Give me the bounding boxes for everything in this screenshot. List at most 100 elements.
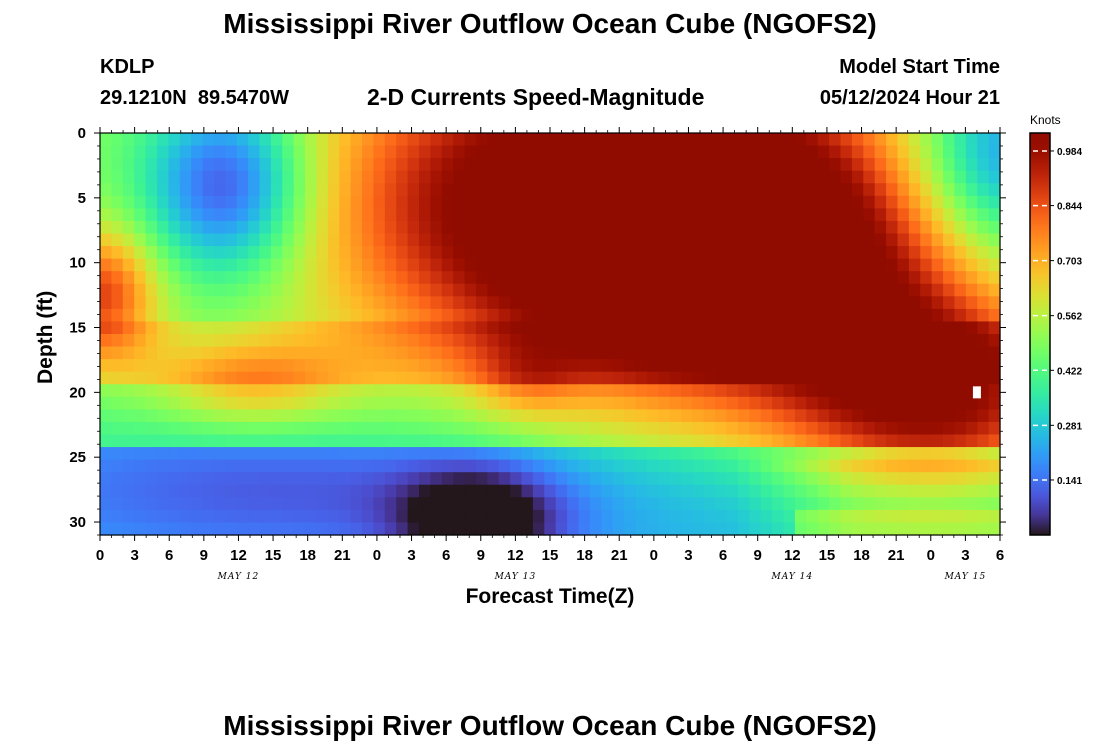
heatmap-cell: [316, 283, 329, 297]
x-tick-label: 15: [265, 547, 282, 564]
heatmap-cell: [589, 170, 602, 184]
heatmap-cell: [863, 447, 876, 461]
heatmap-cell: [726, 447, 739, 461]
heatmap-cell: [726, 308, 739, 323]
heatmap-cell: [749, 371, 762, 385]
heatmap-cell: [453, 472, 466, 486]
heatmap-cell: [760, 195, 773, 209]
heatmap-cell: [669, 409, 682, 423]
heatmap-cell: [817, 409, 830, 423]
heatmap-cell: [783, 346, 796, 360]
heatmap-cell: [897, 145, 910, 159]
heatmap-cell: [532, 359, 545, 373]
heatmap-cell: [544, 359, 557, 373]
heatmap-cell: [874, 522, 887, 536]
heatmap-cell: [305, 308, 318, 323]
heatmap-cell: [168, 497, 181, 511]
heatmap-cell: [248, 296, 261, 310]
heatmap-cell: [851, 421, 864, 436]
heatmap-cell: [373, 509, 386, 524]
heatmap-cell: [453, 396, 466, 410]
heatmap-cell: [327, 283, 340, 297]
heatmap-cell: [612, 509, 625, 524]
heatmap-cell: [475, 296, 488, 310]
heatmap-cell: [692, 409, 705, 423]
heatmap-cell: [225, 497, 238, 511]
heatmap-cell: [145, 421, 158, 436]
heatmap-cell: [669, 497, 682, 511]
heatmap-cell: [145, 271, 158, 285]
heatmap-cell: [156, 484, 169, 498]
heatmap-cell: [829, 258, 842, 272]
x-tick-label: 0: [927, 547, 935, 564]
heatmap-cell: [327, 472, 340, 486]
heatmap-cell: [749, 384, 762, 398]
heatmap-cell: [840, 170, 853, 184]
heatmap-cell: [749, 308, 762, 323]
heatmap-cell: [555, 321, 568, 335]
heatmap-cell: [555, 258, 568, 272]
heatmap-cell: [977, 246, 990, 260]
heatmap-cell: [293, 158, 306, 172]
heatmap-cell: [407, 145, 420, 159]
heatmap-cell: [464, 158, 477, 172]
heatmap-cell: [441, 133, 454, 147]
heatmap-cell: [270, 195, 283, 209]
heatmap-cell: [213, 384, 226, 398]
heatmap-cell: [840, 308, 853, 323]
heatmap-cell: [612, 296, 625, 310]
heatmap-cell: [863, 170, 876, 184]
heatmap-cell: [282, 271, 295, 285]
heatmap-cell: [783, 459, 796, 473]
heatmap-cell: [829, 409, 842, 423]
heatmap-cell: [589, 421, 602, 436]
heatmap-cell: [168, 220, 181, 235]
heatmap-cell: [384, 145, 397, 159]
heatmap-cell: [510, 258, 523, 272]
heatmap-cell: [464, 258, 477, 272]
heatmap-cell: [897, 283, 910, 297]
heatmap-cell: [874, 334, 887, 348]
heatmap-cell: [658, 271, 671, 285]
heatmap-cell: [270, 396, 283, 410]
heatmap-cell: [270, 434, 283, 448]
heatmap-cell: [464, 296, 477, 310]
heatmap-cell: [589, 133, 602, 147]
heatmap-cell: [441, 497, 454, 511]
heatmap-cell: [715, 258, 728, 272]
heatmap-cell: [441, 472, 454, 486]
heatmap-cell: [396, 384, 409, 398]
heatmap-cell: [749, 472, 762, 486]
heatmap-cell: [510, 522, 523, 536]
heatmap-cell: [487, 195, 500, 209]
heatmap-cell: [498, 220, 511, 235]
heatmap-cell: [635, 158, 648, 172]
colorbar-tick-label: 0.844: [1057, 202, 1082, 213]
heatmap-cell: [544, 170, 557, 184]
heatmap-cell: [806, 434, 819, 448]
heatmap-cell: [248, 384, 261, 398]
heatmap-cell: [920, 233, 933, 247]
heatmap-cell: [327, 334, 340, 348]
heatmap-cell: [259, 246, 272, 260]
heatmap-cell: [635, 258, 648, 272]
heatmap-cell: [521, 447, 534, 461]
heatmap-cell: [760, 484, 773, 498]
heatmap-cell: [134, 359, 147, 373]
heatmap-cell: [396, 371, 409, 385]
heatmap-cell: [407, 133, 420, 147]
heatmap-cell: [635, 421, 648, 436]
heatmap-cell: [270, 233, 283, 247]
heatmap-cell: [441, 434, 454, 448]
heatmap-cell: [384, 334, 397, 348]
heatmap-cell: [191, 396, 204, 410]
x-tick-label: 0: [650, 547, 658, 564]
date-label: MAY 14: [771, 572, 814, 582]
heatmap-cell: [589, 296, 602, 310]
heatmap-cell: [817, 208, 830, 222]
heatmap-cell: [464, 509, 477, 524]
heatmap-cell: [612, 183, 625, 197]
heatmap-cell: [225, 220, 238, 235]
heatmap-cell: [589, 233, 602, 247]
heatmap-cell: [794, 421, 807, 436]
